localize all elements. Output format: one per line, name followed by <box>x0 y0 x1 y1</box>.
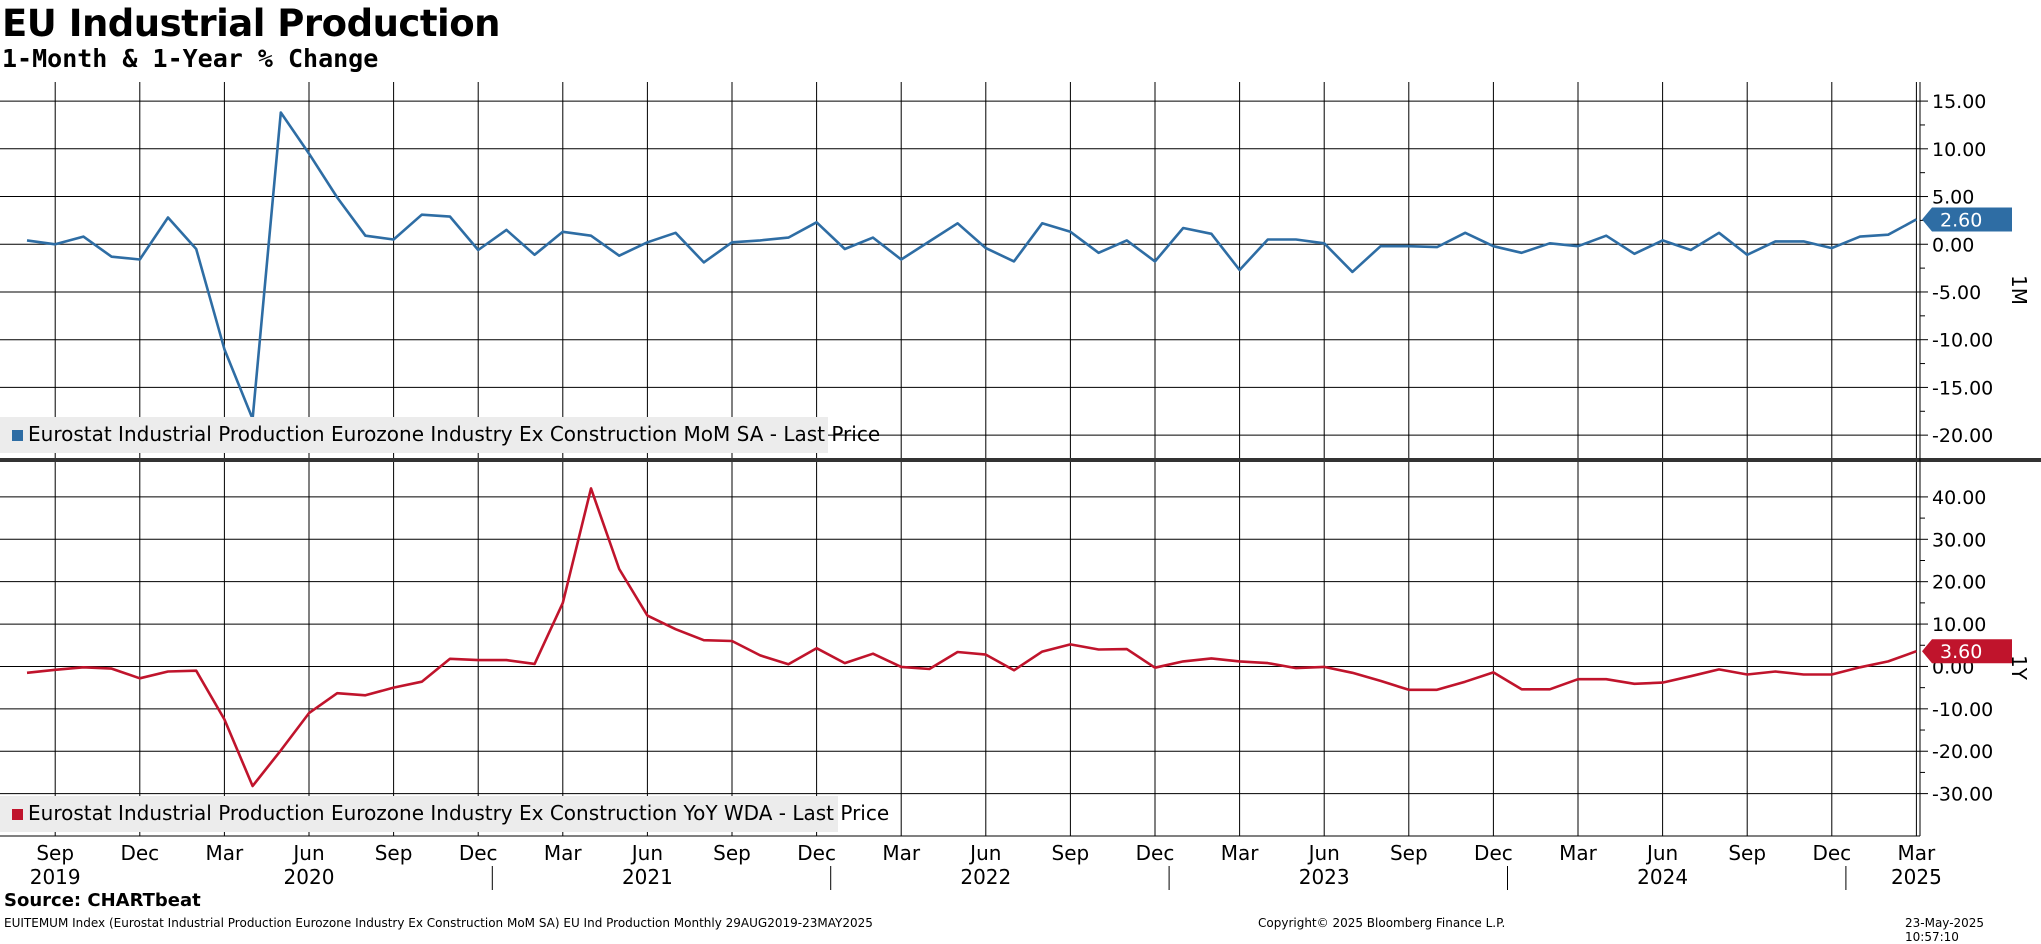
y-tick-label: -10.00 <box>1932 330 1993 352</box>
y-tick-label: -15.00 <box>1932 377 1993 399</box>
x-tick-label: Sep <box>375 841 413 865</box>
last-value-label: 3.60 <box>1940 641 1982 663</box>
x-tick-label: Sep <box>36 841 74 865</box>
series-line <box>26 487 1917 788</box>
x-tick-label: Jun <box>291 841 324 865</box>
footer-copyright: Copyright© 2025 Bloomberg Finance L.P. <box>1258 916 1506 930</box>
legend-box <box>0 796 838 832</box>
y-tick-label: -5.00 <box>1932 282 1981 304</box>
x-tick-label: Sep <box>1390 841 1428 865</box>
x-tick-label: Jun <box>630 841 663 865</box>
legend-label: Eurostat Industrial Production Eurozone … <box>28 422 880 446</box>
x-tick-label: Jun <box>968 841 1001 865</box>
x-tick-label: Dec <box>1474 841 1513 865</box>
footer-description: EUITEMUM Index (Eurostat Industrial Prod… <box>4 916 873 930</box>
x-tick-label: Dec <box>120 841 159 865</box>
x-tick-label: Dec <box>459 841 498 865</box>
x-tick-label: Sep <box>713 841 751 865</box>
panel-label: 1M <box>2007 275 2031 305</box>
y-tick-label: 10.00 <box>1932 614 1986 636</box>
x-year-label: 2023 <box>1299 865 1350 889</box>
x-year-label: 2020 <box>284 865 335 889</box>
x-tick-label: Mar <box>1559 841 1598 865</box>
x-tick-label: Mar <box>882 841 921 865</box>
x-tick-label: Dec <box>1136 841 1175 865</box>
chart-title: EU Industrial Production <box>2 2 500 45</box>
y-tick-label: 0.00 <box>1932 234 1974 256</box>
footer-timestamp: 23-May-2025 10:57:10 <box>1905 916 1985 944</box>
y-tick-label: 5.00 <box>1932 187 1974 209</box>
x-year-label: 2025 <box>1891 865 1942 889</box>
y-tick-label: 30.00 <box>1932 529 1986 551</box>
x-year-label: 2019 <box>30 865 81 889</box>
x-tick-label: Mar <box>206 841 245 865</box>
y-tick-label: 15.00 <box>1932 91 1986 113</box>
series-line <box>26 111 1918 421</box>
x-tick-label: Dec <box>1812 841 1851 865</box>
y-tick-label: 40.00 <box>1932 487 1986 509</box>
source-note: Source: CHARTbeat <box>4 890 201 911</box>
x-tick-label: Dec <box>797 841 836 865</box>
chart-subtitle: 1-Month & 1-Year % Change <box>2 44 379 73</box>
legend-swatch <box>12 809 23 820</box>
last-value-label: 2.60 <box>1940 209 1982 231</box>
x-tick-label: Mar <box>1221 841 1260 865</box>
x-year-label: 2021 <box>622 865 673 889</box>
y-tick-label: -30.00 <box>1932 784 1993 806</box>
x-tick-label: Sep <box>1728 841 1766 865</box>
y-tick-label: -20.00 <box>1932 425 1993 447</box>
panel-divider <box>0 458 2041 462</box>
legend-swatch <box>12 430 23 441</box>
x-tick-label: Jun <box>1307 841 1340 865</box>
y-tick-label: -10.00 <box>1932 699 1993 721</box>
legend-label: Eurostat Industrial Production Eurozone … <box>28 801 889 825</box>
x-tick-label: Sep <box>1052 841 1090 865</box>
panel-label: 1Y <box>2007 655 2031 681</box>
last-value-tag <box>1922 639 2012 664</box>
x-tick-label: Jun <box>1645 841 1678 865</box>
x-tick-label: Mar <box>544 841 583 865</box>
y-tick-label: 20.00 <box>1932 572 1986 594</box>
y-tick-label: 10.00 <box>1932 139 1986 161</box>
y-tick-label: -20.00 <box>1932 741 1993 763</box>
last-value-tag <box>1922 207 2012 232</box>
x-year-label: 2022 <box>960 865 1011 889</box>
x-year-label: 2024 <box>1637 865 1688 889</box>
x-tick-label: Mar <box>1898 841 1937 865</box>
legend-box <box>0 417 828 453</box>
